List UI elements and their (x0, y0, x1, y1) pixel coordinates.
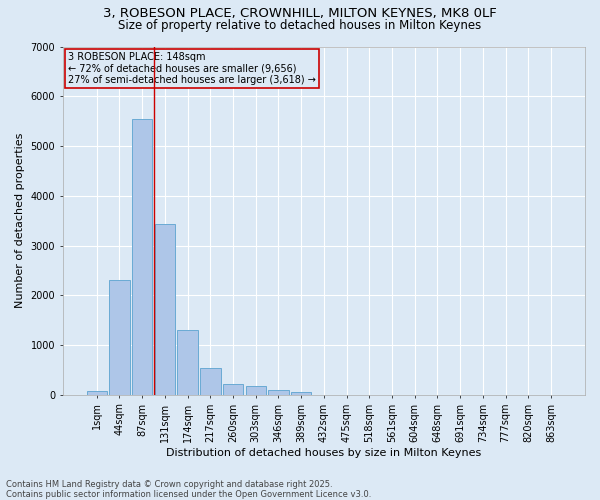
Bar (86, 391, 107, 395)
Text: 3 ROBESON PLACE: 148sqm
← 72% of detached houses are smaller (9,656)
27% of semi: 3 ROBESON PLACE: 148sqm ← 72% of detache… (68, 52, 316, 85)
Bar (200, 368, 221, 395)
Bar (245, 386, 266, 395)
Text: 3, ROBESON PLACE, CROWNHILL, MILTON KEYNES, MK8 0LF: 3, ROBESON PLACE, CROWNHILL, MILTON KEYN… (103, 8, 497, 20)
Text: Size of property relative to detached houses in Milton Keynes: Size of property relative to detached ho… (118, 19, 482, 32)
Bar (132, 118, 152, 395)
X-axis label: Distribution of detached houses by size in Milton Keynes: Distribution of detached houses by size … (166, 448, 482, 458)
Text: Contains HM Land Registry data © Crown copyright and database right 2025.
Contai: Contains HM Land Registry data © Crown c… (6, 480, 371, 499)
Bar (155, 224, 175, 395)
Bar (268, 390, 289, 395)
Y-axis label: Number of detached properties: Number of detached properties (15, 133, 25, 308)
Bar (109, 280, 130, 395)
Bar (223, 384, 243, 395)
Bar (178, 330, 198, 395)
Bar (291, 392, 311, 395)
